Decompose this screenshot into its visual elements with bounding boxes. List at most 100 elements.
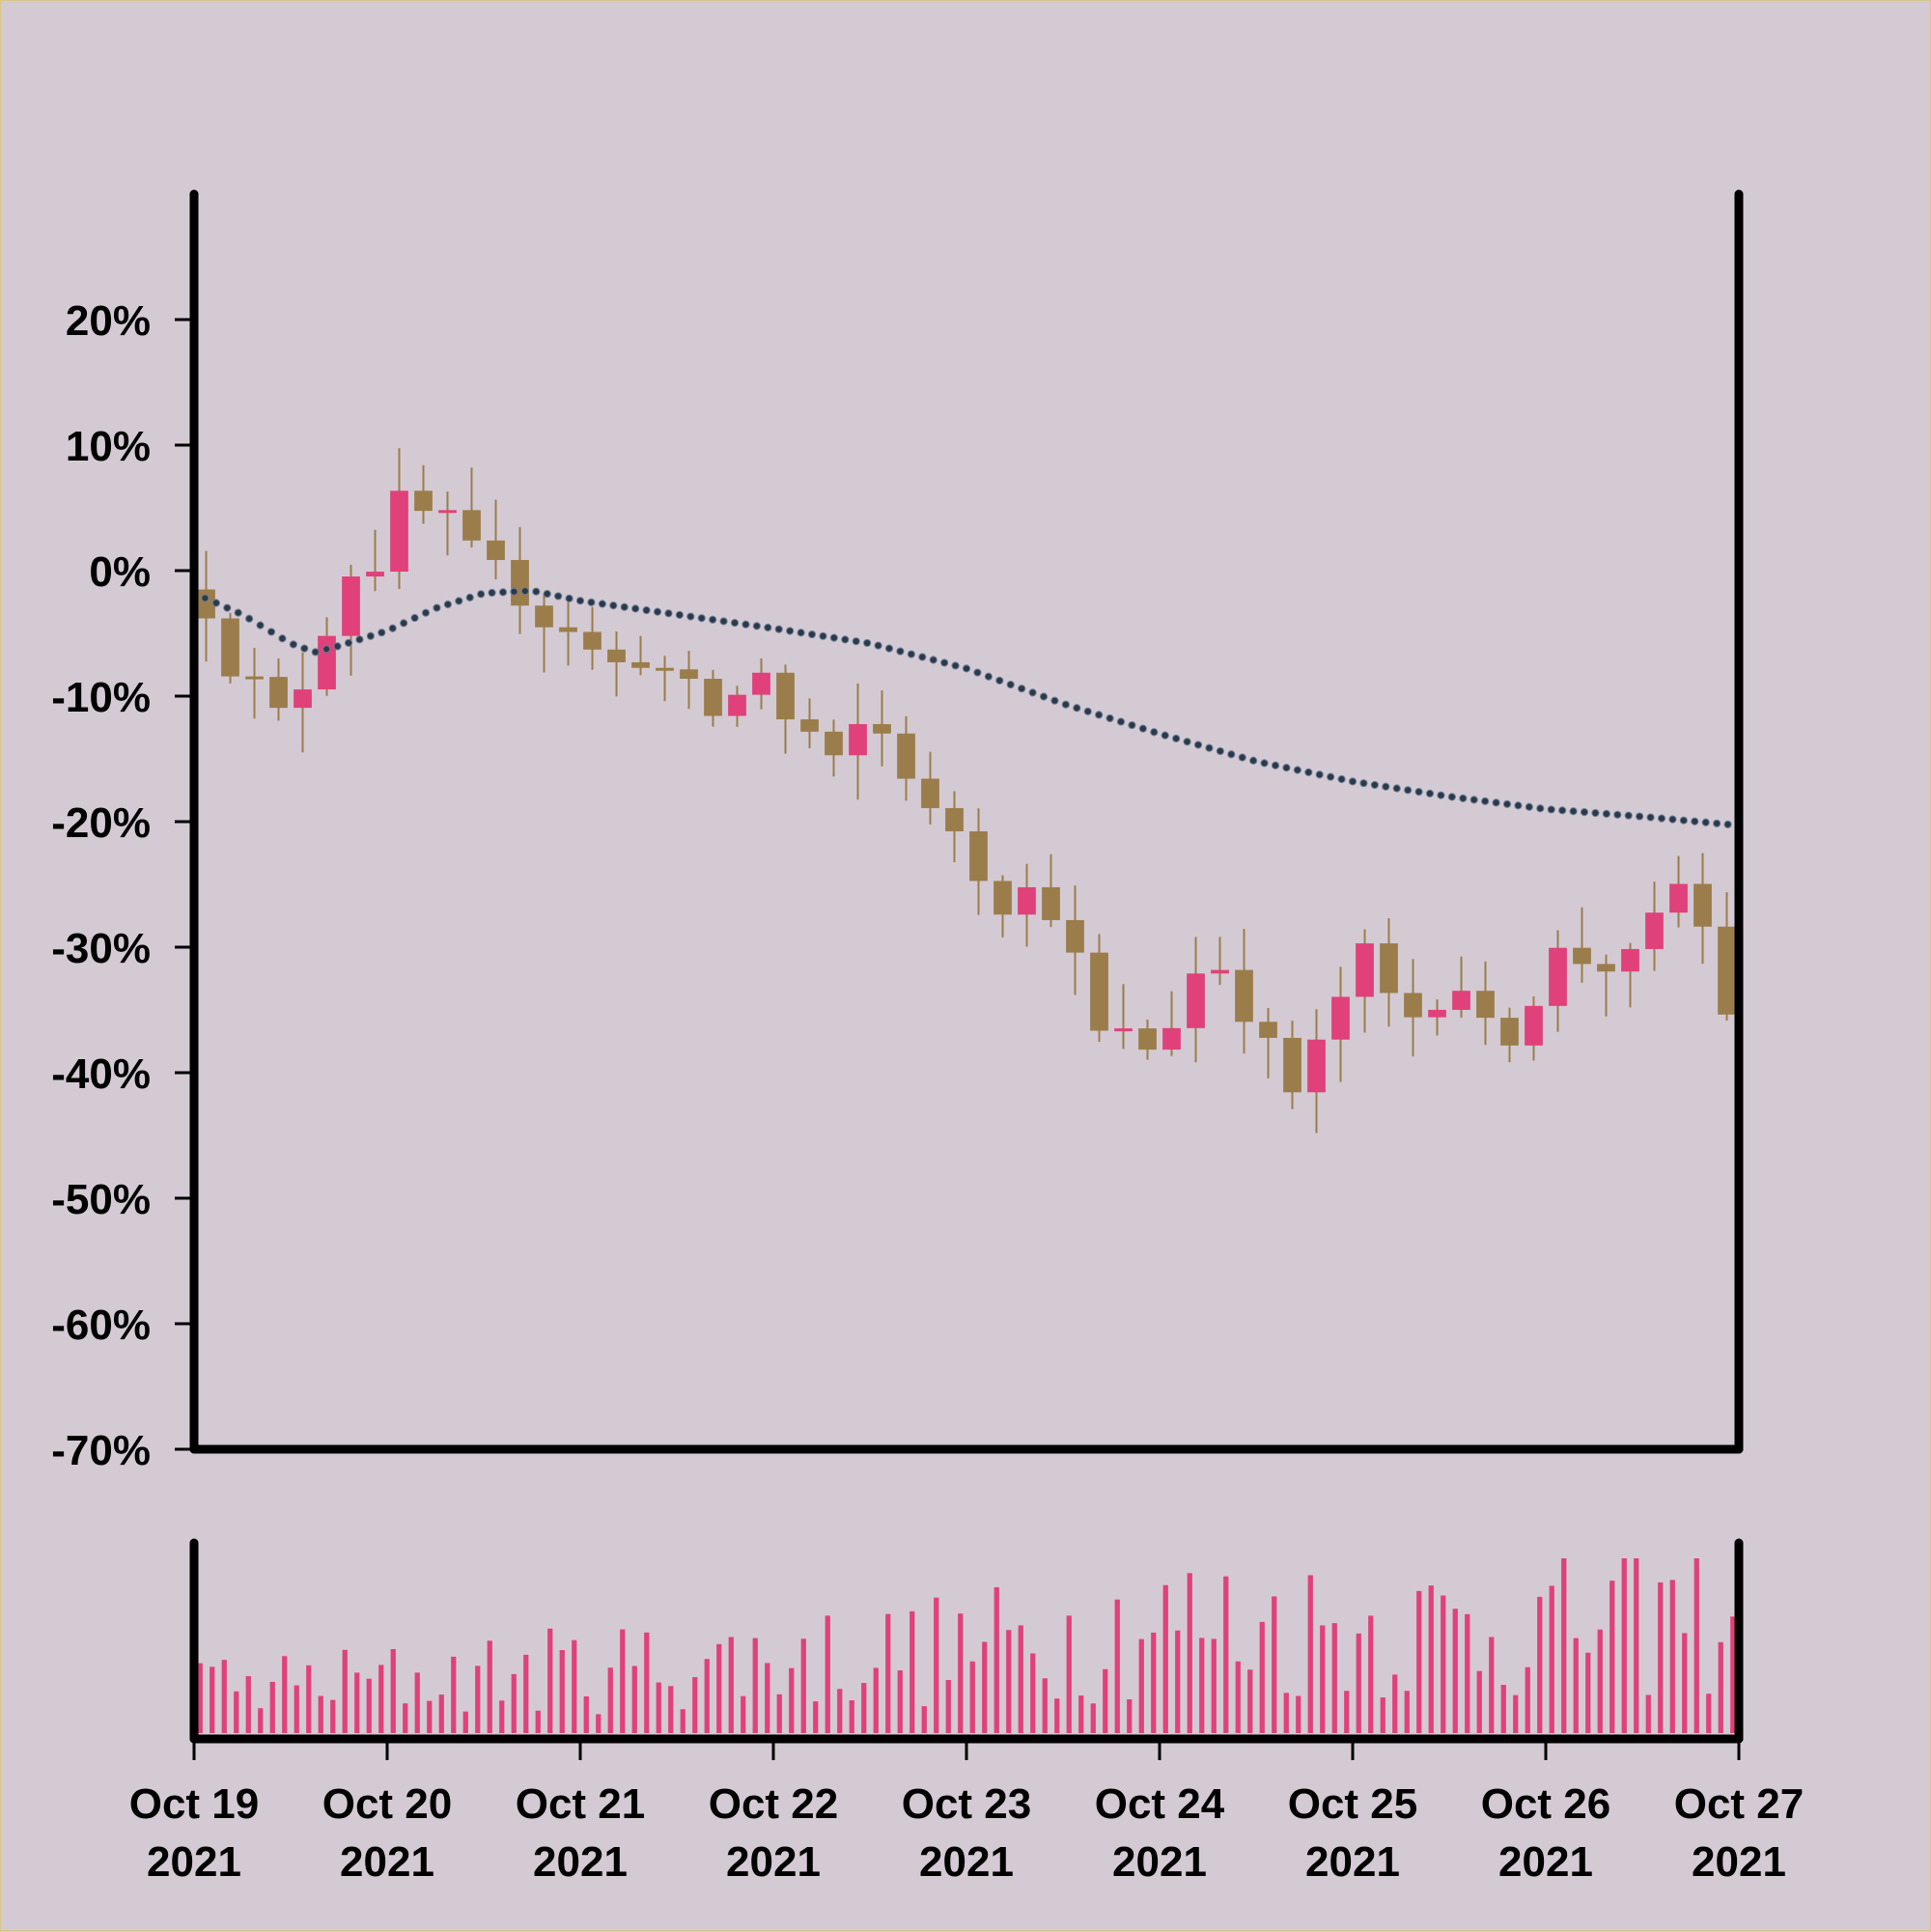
volume-bar	[583, 1695, 589, 1733]
y-tick-label: -20%	[51, 799, 151, 847]
moving-average-point	[1227, 750, 1236, 759]
candle-body	[221, 618, 239, 677]
moving-average-point	[730, 618, 740, 628]
volume-bar	[1151, 1632, 1157, 1733]
moving-average-point	[951, 661, 960, 670]
candle-body	[559, 627, 577, 632]
moving-average-point	[774, 625, 783, 633]
moving-average-point	[322, 645, 331, 654]
moving-average-point	[1701, 818, 1710, 826]
candle-body	[1307, 1039, 1326, 1093]
candle-body	[1018, 886, 1036, 915]
moving-average-point	[653, 607, 662, 616]
volume-bar	[765, 1663, 770, 1733]
candle-body	[656, 667, 674, 671]
moving-average-point	[1193, 741, 1203, 749]
volume-bar	[414, 1672, 420, 1733]
moving-average-point	[1514, 801, 1523, 810]
volume-bar	[1235, 1661, 1241, 1733]
volume-bar	[342, 1649, 348, 1733]
y-tick-label: 0%	[89, 548, 151, 596]
moving-average-point	[510, 587, 518, 596]
volume-bar	[1127, 1699, 1133, 1733]
volume-bar	[1476, 1670, 1482, 1733]
moving-average-point	[1414, 787, 1423, 797]
moving-average-point	[598, 600, 606, 608]
candle-body	[728, 694, 746, 716]
x-tick-label-year: 2021	[147, 1838, 241, 1886]
volume-bar	[1103, 1668, 1108, 1733]
moving-average-point	[465, 593, 474, 602]
moving-average-point	[863, 638, 872, 648]
moving-average-point	[1172, 734, 1181, 743]
moving-average-point	[234, 608, 242, 617]
volume-bar	[451, 1656, 457, 1733]
moving-average-point	[709, 615, 717, 624]
x-tick-label-date: Oct 22	[709, 1780, 839, 1828]
candle-body	[1114, 1028, 1133, 1032]
volume-bar	[934, 1597, 939, 1733]
moving-average-point	[1713, 819, 1721, 827]
volume-bar	[596, 1714, 602, 1733]
moving-average-point	[1260, 759, 1269, 768]
volume-bar	[427, 1700, 433, 1733]
moving-average-point	[1602, 809, 1610, 819]
moving-average-point	[1657, 814, 1666, 823]
volume-bar	[982, 1641, 988, 1733]
moving-average-point	[1370, 780, 1379, 790]
moving-average-point	[388, 624, 397, 632]
moving-average-point	[829, 633, 838, 642]
moving-average-point	[1216, 746, 1224, 756]
volume-bar	[752, 1638, 758, 1733]
moving-average-point	[355, 635, 364, 644]
moving-average-point	[1304, 768, 1313, 776]
moving-average-point	[1447, 793, 1456, 801]
moving-average-point	[940, 658, 949, 667]
candle-body	[752, 672, 770, 695]
volume-bar	[897, 1670, 903, 1733]
volume-bar	[1272, 1596, 1277, 1733]
moving-average-point	[686, 612, 695, 621]
moving-average-point	[620, 602, 629, 611]
moving-average-point	[1613, 810, 1622, 819]
candle-body	[1452, 991, 1470, 1010]
moving-average-point	[543, 589, 551, 599]
volume-bar	[1211, 1638, 1217, 1733]
moving-average-point	[1116, 717, 1126, 726]
moving-average-point	[1028, 688, 1037, 697]
candle-body	[511, 559, 529, 606]
moving-average-point	[201, 594, 210, 602]
volume-bar	[692, 1677, 698, 1733]
candle-body	[1162, 1027, 1181, 1050]
moving-average-point	[400, 619, 408, 628]
candle-body	[1525, 1005, 1543, 1046]
moving-average-point	[520, 587, 529, 596]
moving-average-point	[410, 613, 419, 623]
candle-body	[1380, 943, 1398, 994]
moving-average-point	[742, 620, 750, 629]
candle-body	[1404, 993, 1422, 1018]
x-tick-label-year: 2021	[919, 1838, 1014, 1886]
volume-bar	[366, 1678, 372, 1733]
moving-average-point	[1293, 766, 1301, 774]
moving-average-point	[1205, 743, 1214, 752]
volume-bar	[269, 1681, 275, 1733]
volume-bar	[993, 1586, 999, 1733]
candle-body	[921, 778, 939, 808]
moving-average-point	[1469, 796, 1478, 804]
volume-bar	[1283, 1693, 1289, 1733]
candle-body	[993, 881, 1012, 915]
moving-average-point	[896, 647, 905, 656]
candle-body	[1645, 912, 1664, 949]
volume-bar	[306, 1665, 312, 1733]
volume-bar	[1452, 1609, 1458, 1733]
volume-bar	[1658, 1582, 1664, 1733]
moving-average-point	[1459, 794, 1468, 802]
volume-bar	[921, 1706, 927, 1733]
volume-bar	[1006, 1630, 1012, 1733]
candle-body	[1066, 919, 1084, 953]
y-tick-label: -40%	[51, 1050, 151, 1098]
candle-body	[1356, 943, 1374, 997]
volume-bar	[813, 1701, 819, 1733]
x-tick-label-year: 2021	[1692, 1838, 1786, 1886]
